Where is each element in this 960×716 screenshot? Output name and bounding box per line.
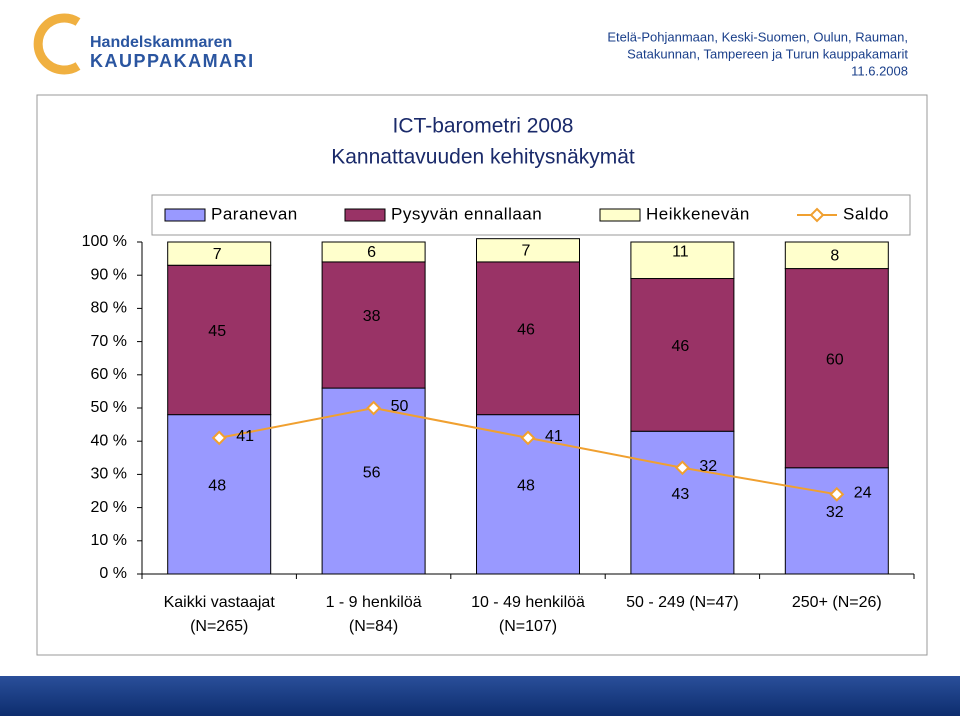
legend-label: Pysyvän ennallaan	[391, 204, 542, 223]
bar-segment	[321, 241, 426, 263]
value-label: 32	[699, 458, 717, 475]
bar-segment	[321, 387, 426, 575]
legend-swatch	[164, 208, 206, 222]
bar-segment	[476, 261, 580, 416]
value-label: 7	[213, 246, 222, 263]
legend-label: Saldo	[843, 204, 889, 223]
value-label: 11	[672, 243, 689, 260]
value-label: 48	[517, 478, 535, 495]
y-tick-label: 100 %	[82, 233, 127, 250]
org-line: Satakunnan, Tampereen ja Turun kauppakam…	[627, 46, 908, 61]
legend-label: Heikkenevän	[646, 204, 750, 223]
chart-title: ICT-barometri 2008	[393, 115, 574, 138]
value-label: 48	[208, 478, 226, 495]
logo-top: Handelskammaren	[90, 34, 232, 51]
y-tick-label: 10 %	[91, 532, 127, 549]
value-label: 24	[854, 485, 872, 502]
x-tick-label: (N=107)	[499, 618, 557, 635]
bar-segment	[167, 241, 272, 266]
plot: 0 % 10 % 20 % 30 % 40 % 50 % 60 % 70 % 80 % 90 % 1…	[82, 204, 915, 635]
y-tick-label: 30 %	[91, 466, 127, 483]
marker	[211, 430, 227, 446]
value-label: 6	[367, 244, 376, 261]
bar-segment	[630, 278, 735, 432]
value-label: 32	[826, 504, 844, 521]
y-tick-label: 90 %	[91, 266, 127, 283]
value-label: 8	[830, 247, 839, 264]
marker	[674, 460, 690, 476]
legend	[151, 194, 911, 236]
value-label: 56	[363, 464, 381, 481]
y-tick-label: 80 %	[91, 300, 127, 317]
y-tick-label: 60 %	[91, 366, 127, 383]
bar-segment	[321, 261, 426, 389]
org-line: Etelä-Pohjanmaan, Keski-Suomen, Oulun, R…	[607, 29, 908, 44]
chart-subtitle: Kannattavuuden kehitysnäkymät	[331, 146, 635, 169]
legend-swatch	[599, 208, 641, 222]
x-tick-label: 1 - 9 henkilöä	[326, 594, 422, 611]
bar-segment	[784, 467, 889, 575]
y-tick-label: 20 %	[91, 499, 127, 516]
marker	[829, 486, 845, 502]
value-label: 7	[522, 243, 531, 260]
x-tick-label: 10 - 49 henkilöä	[471, 594, 585, 611]
x-tick-label: (N=84)	[349, 618, 398, 635]
value-label: 46	[672, 338, 690, 355]
bar-segment	[784, 268, 889, 469]
legend-marker	[809, 207, 825, 223]
bar-segment	[476, 238, 580, 263]
x-tick-label: (N=265)	[190, 618, 248, 635]
value-label: 38	[363, 308, 381, 325]
value-label: 41	[545, 428, 563, 445]
y-tick-label: 70 %	[91, 333, 127, 350]
bar-segment	[630, 241, 735, 280]
org-line: 11.6.2008	[851, 63, 908, 78]
bar-segment	[784, 241, 889, 270]
legend-swatch	[344, 208, 386, 222]
value-label: 43	[672, 486, 690, 503]
logo-bottom: KAUPPAKAMARI	[90, 51, 255, 71]
bar-segment	[630, 430, 735, 575]
y-tick-label: 50 %	[91, 399, 127, 416]
value-label: 45	[208, 323, 226, 340]
x-tick-label: 250+ (N=26)	[792, 594, 882, 611]
x-tick-label: 50 - 249 (N=47)	[626, 594, 739, 611]
x-tick-label: Kaikki vastaajat	[164, 594, 276, 611]
marker	[520, 430, 536, 446]
footer-bar	[0, 676, 960, 716]
logo-mark	[33, 13, 81, 75]
bar-segment	[167, 264, 272, 416]
y-tick-label: 40 %	[91, 432, 127, 449]
value-label: 60	[826, 351, 844, 368]
value-label: 46	[517, 321, 535, 338]
marker	[366, 400, 382, 416]
y-tick-label: 0 %	[99, 565, 127, 582]
value-label: 50	[391, 398, 409, 415]
value-label: 41	[236, 428, 254, 445]
legend-label: Paranevan	[211, 204, 298, 223]
